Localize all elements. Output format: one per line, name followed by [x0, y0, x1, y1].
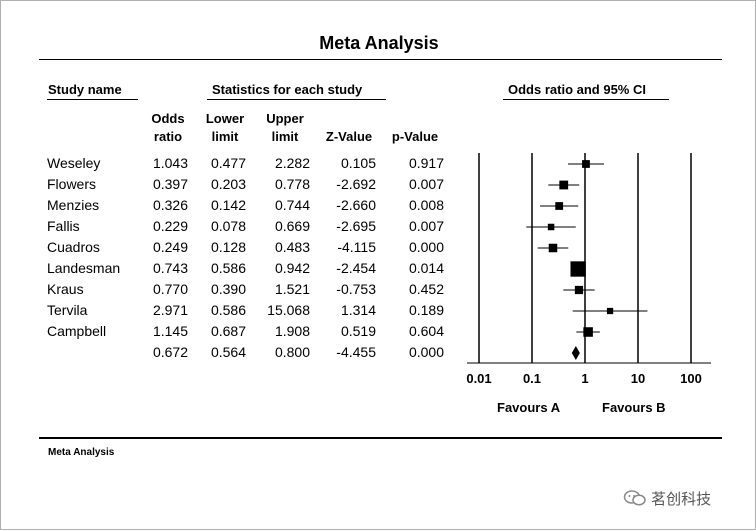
cell-z: -2.454: [336, 260, 376, 276]
cell-p: 0.014: [408, 260, 444, 276]
lower-limit-col-header: Lower limit: [205, 111, 245, 144]
cell-z: -4.115: [337, 239, 376, 255]
cell-z: -0.753: [336, 281, 376, 297]
cell-upper: 0.778: [274, 176, 310, 192]
cell-p: 0.000: [408, 239, 444, 255]
study-marker: [582, 160, 590, 168]
cell-lower: 0.078: [210, 218, 246, 234]
study-marker: [555, 202, 564, 210]
summary-p: 0.000: [408, 344, 444, 360]
cell-z: -2.660: [336, 197, 376, 213]
study-marker: [574, 285, 584, 295]
cell-or: 0.397: [152, 176, 188, 192]
statistics-rule: [207, 99, 386, 100]
favours-a-label: Favours A: [497, 400, 561, 415]
study-name: Menzies: [47, 197, 100, 213]
wechat-icon: [623, 490, 647, 506]
study-name: Fallis: [47, 218, 80, 234]
cell-lower: 0.586: [210, 302, 246, 318]
cell-upper: 1.521: [274, 281, 310, 297]
cell-p: 0.008: [408, 197, 444, 213]
x-tick-label: 100: [680, 371, 702, 386]
study-name: Tervila: [47, 302, 88, 318]
cell-lower: 0.687: [210, 323, 246, 339]
study-name-rule: [47, 99, 138, 100]
study-name: Cuadros: [47, 239, 100, 255]
cell-lower: 0.390: [210, 281, 246, 297]
cell-upper: 1.908: [274, 323, 310, 339]
summary-upper: 0.800: [274, 344, 310, 360]
cell-lower: 0.142: [210, 197, 246, 213]
summary-lower: 0.564: [210, 344, 246, 360]
cell-p: 0.452: [408, 281, 444, 297]
cell-upper: 0.483: [274, 239, 310, 255]
footer-rule: [39, 437, 722, 439]
p-value-col-header: p-Value: [391, 129, 439, 144]
study-name: Campbell: [47, 323, 107, 339]
footer-label: Meta Analysis: [48, 447, 115, 458]
cell-upper: 0.669: [274, 218, 310, 234]
cell-or: 0.743: [152, 260, 188, 276]
cell-upper: 0.744: [274, 197, 310, 213]
chart-title: Meta Analysis: [319, 33, 439, 53]
x-tick-label: 10: [631, 371, 645, 386]
cell-lower: 0.128: [210, 239, 246, 255]
z-value-col-header: Z-Value: [325, 129, 373, 144]
plot-header-rule: [503, 99, 669, 100]
cell-lower: 0.477: [210, 155, 246, 171]
cell-z: 0.519: [340, 323, 376, 339]
cell-p: 0.007: [408, 176, 444, 192]
statistics-header: Statistics for each study: [212, 82, 363, 97]
cell-z: 0.105: [340, 155, 376, 171]
study-name-header: Study name: [48, 82, 122, 97]
study-marker: [583, 327, 593, 337]
cell-or: 0.326: [152, 197, 188, 213]
x-tick-label: 0.1: [523, 371, 541, 386]
study-name: Weseley: [47, 155, 101, 171]
study-name: Flowers: [47, 176, 97, 192]
cell-upper: 2.282: [274, 155, 310, 171]
watermark: 茗创科技: [623, 488, 711, 509]
study-marker: [547, 223, 555, 231]
cell-or: 0.229: [152, 218, 188, 234]
x-tick-label: 1: [581, 371, 588, 386]
study-marker: [606, 307, 614, 315]
cell-or: 2.971: [152, 302, 188, 318]
summary-or: 0.672: [152, 344, 188, 360]
odds-ratio-col-header: Odds ratio: [151, 111, 185, 144]
study-name: Kraus: [47, 281, 84, 297]
title-rule: [39, 59, 722, 60]
cell-p: 0.604: [408, 323, 444, 339]
cell-z: -2.695: [336, 218, 376, 234]
watermark-text: 茗创科技: [651, 491, 712, 508]
cell-or: 1.145: [152, 323, 188, 339]
cell-or: 0.770: [152, 281, 188, 297]
summary-z: -4.455: [336, 344, 376, 360]
cell-or: 1.043: [152, 155, 188, 171]
plot-header: Odds ratio and 95% CI: [508, 82, 646, 97]
cell-upper: 15.068: [267, 302, 310, 318]
study-name: Landesman: [47, 260, 121, 276]
favours-b-label: Favours B: [602, 400, 666, 415]
cell-z: -2.692: [336, 176, 376, 192]
summary-diamond: [571, 346, 580, 360]
cell-z: 1.314: [340, 302, 376, 318]
cell-lower: 0.586: [210, 260, 246, 276]
cell-lower: 0.203: [210, 176, 246, 192]
cell-or: 0.249: [152, 239, 188, 255]
cell-upper: 0.942: [274, 260, 310, 276]
cell-p: 0.917: [408, 155, 444, 171]
study-marker: [548, 243, 558, 253]
cell-p: 0.007: [408, 218, 444, 234]
cell-p: 0.189: [408, 302, 444, 318]
study-marker: [570, 261, 586, 277]
study-marker: [559, 180, 569, 190]
upper-limit-col-header: Upper limit: [266, 111, 304, 144]
x-tick-label: 0.01: [466, 371, 491, 386]
